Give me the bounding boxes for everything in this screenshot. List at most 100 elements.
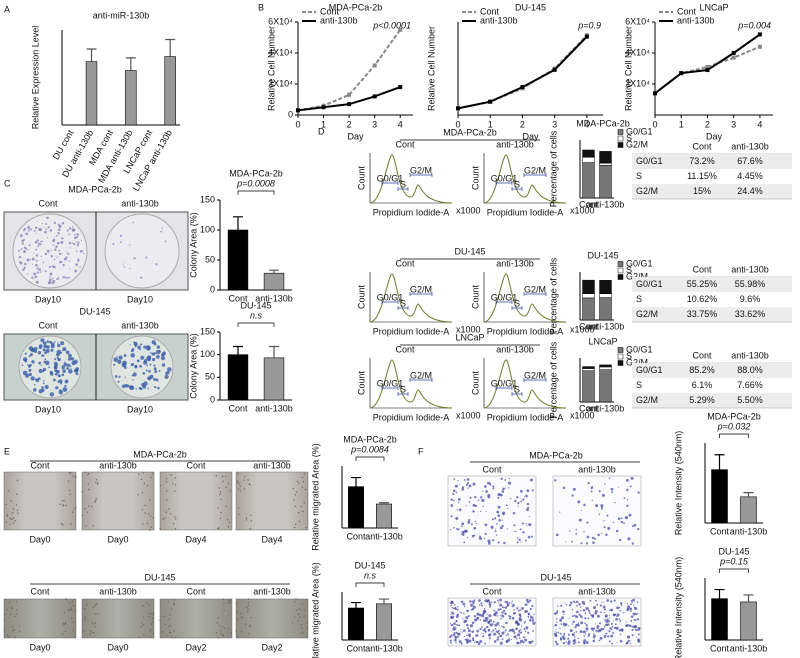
cell-dot [166, 499, 168, 501]
cell-dot [631, 542, 635, 545]
cell-dot [87, 483, 89, 485]
colony-dot [68, 260, 70, 262]
cell-dot [480, 510, 482, 513]
cell-dot [556, 642, 559, 646]
y-axis-label: Relative Cell Number [623, 26, 633, 111]
x-tick-label: 0 [652, 119, 657, 129]
bracket [237, 322, 275, 327]
cell-dot [515, 620, 519, 624]
annotation: p=0.15 [719, 556, 749, 566]
legend-swatch [617, 347, 624, 353]
cell-dot [583, 530, 585, 533]
cell-dot [472, 639, 475, 642]
cell-dot [467, 487, 469, 489]
image-label: Cont [395, 139, 415, 149]
cell-dot [489, 623, 492, 626]
colony-dot [54, 358, 57, 361]
colony-dot [20, 248, 23, 250]
colony-dot [79, 249, 83, 253]
cell-dot [12, 522, 15, 524]
bar-segment [582, 370, 595, 403]
cell-dot [304, 488, 307, 491]
cell-dot [298, 607, 301, 610]
cell-dot [634, 618, 637, 621]
cell-dot [608, 477, 611, 479]
colony-dot [112, 242, 115, 246]
cell-dot [632, 612, 636, 616]
cell-dot [492, 539, 495, 542]
colony-dot [30, 228, 33, 231]
gate-label: S [400, 384, 406, 394]
series-line [457, 34, 588, 110]
cell-dot [574, 626, 577, 629]
cell-dot [10, 613, 12, 616]
cell-dot [493, 640, 497, 643]
y-tick-label: 2X10⁴ [268, 78, 293, 88]
cell-dot [573, 600, 576, 603]
bar [263, 272, 285, 291]
cell-dot [466, 505, 468, 507]
cell-dot [619, 639, 623, 643]
section-title: DU-145 [144, 572, 175, 582]
colony-dot [150, 352, 152, 354]
cell-dot [511, 629, 515, 632]
colony-dot [143, 381, 148, 386]
cell-dot [451, 607, 453, 609]
colony-dot [24, 352, 27, 355]
table-band [632, 277, 792, 292]
gate-label: G0/G1 [377, 378, 404, 388]
marker [584, 34, 589, 39]
cell-dot [490, 631, 493, 633]
y-axis-label: Relative Intensity (540nm) [673, 431, 683, 536]
image-label: anti-130b [99, 460, 137, 470]
cell-dot [70, 608, 73, 611]
cell-dot [16, 493, 18, 496]
cell-dot [501, 614, 505, 618]
table-band [632, 154, 792, 169]
legend-label: G2/M [626, 139, 648, 149]
cell-dot [614, 626, 617, 630]
cell-dot [504, 606, 508, 609]
cell-dot [222, 598, 225, 601]
cell-dot [511, 605, 514, 608]
y-tick-label: 0 [288, 109, 293, 119]
cell-dot [467, 614, 470, 617]
cell-dot [620, 628, 624, 632]
cell-dot [167, 600, 169, 603]
table-header: anti-130b [731, 141, 769, 151]
cell-dot [246, 611, 249, 613]
colony-dot [164, 240, 167, 243]
gate [409, 173, 433, 177]
axis-label: Propidium Iodide-A [487, 412, 564, 422]
cell-dot [300, 609, 302, 611]
colony-dot [153, 367, 157, 371]
colony-dot [153, 385, 157, 389]
cell-dot [470, 603, 474, 607]
cell-dot [95, 603, 97, 605]
image-label: Cont [186, 586, 206, 596]
cell-dot [520, 490, 523, 493]
image-label: anti-130b [496, 344, 534, 354]
cell-dot [526, 525, 528, 527]
colony-dot [26, 258, 30, 262]
gate [409, 378, 433, 382]
cell-dot [15, 601, 18, 603]
cell-dot [631, 601, 633, 603]
cell-dot [607, 526, 611, 530]
image-label: anti-130b [496, 258, 534, 268]
gate [523, 292, 547, 296]
legend-label: Cont [677, 6, 697, 16]
colony-dot [46, 237, 49, 239]
cell-dot [235, 630, 237, 632]
cell-dot [554, 634, 558, 638]
cell-dot [149, 630, 152, 632]
cell-dot [220, 633, 223, 635]
cell-dot [488, 482, 492, 485]
cell-dot [240, 612, 242, 615]
cell-dot [578, 603, 581, 606]
cell-dot [520, 500, 523, 503]
cell-dot [491, 518, 494, 521]
colony-dot [42, 369, 45, 373]
cell-dot [11, 606, 13, 609]
error-bar [233, 345, 243, 355]
